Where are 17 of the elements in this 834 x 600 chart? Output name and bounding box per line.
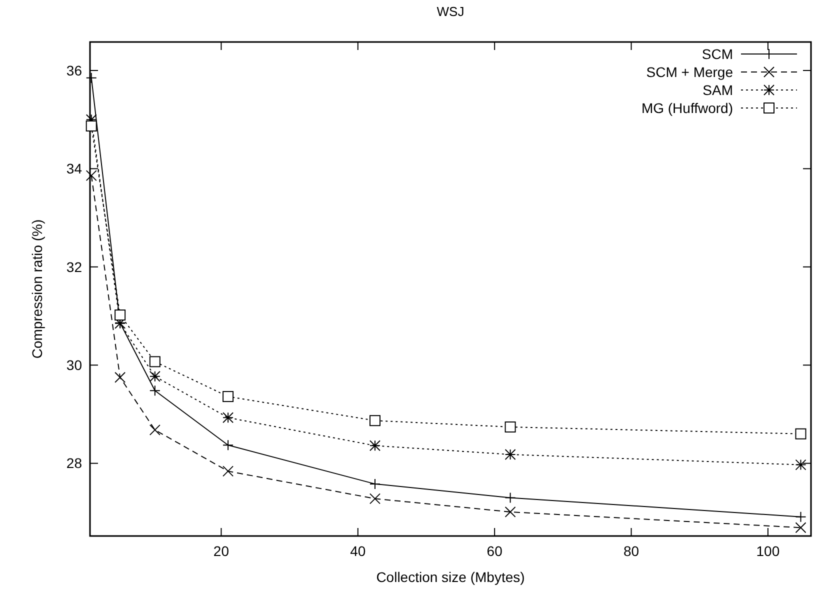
legend-label: SAM xyxy=(702,82,733,98)
x-axis-title: Collection size (Mbytes) xyxy=(376,569,525,585)
legend-label: SCM xyxy=(702,46,733,62)
y-tick-label: 30 xyxy=(66,357,82,374)
x-tick-label: 20 xyxy=(213,543,230,559)
y-axis-title: Compression ratio (%) xyxy=(29,219,45,359)
legend-label: SCM + Merge xyxy=(646,64,734,80)
y-tick-label: 32 xyxy=(66,258,82,275)
x-tick-label: 80 xyxy=(623,543,640,559)
chart-title: WSJ xyxy=(436,4,464,19)
x-tick-label: 60 xyxy=(486,543,503,559)
x-tick-label: 40 xyxy=(350,543,366,559)
x-tick-label: 100 xyxy=(756,543,780,559)
y-tick-label: 34 xyxy=(66,160,82,177)
y-tick-label: 28 xyxy=(66,455,82,472)
legend-label: MG (Huffword) xyxy=(641,100,733,116)
y-tick-label: 36 xyxy=(66,62,82,78)
